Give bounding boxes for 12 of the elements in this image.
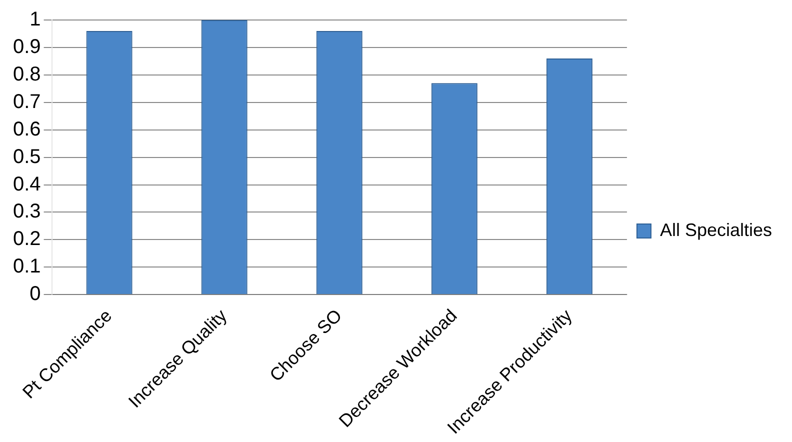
legend-label: All Specialties bbox=[660, 220, 772, 240]
y-tick-label: 0.3 bbox=[12, 200, 41, 223]
y-tick-label: 0.8 bbox=[12, 63, 41, 86]
y-tick-label: 0.1 bbox=[12, 256, 41, 278]
y-tick-label: 0.9 bbox=[12, 36, 41, 58]
y-tick-label: 0.2 bbox=[12, 228, 41, 250]
y-tick-label: 0.4 bbox=[12, 173, 41, 196]
y-tick-label: 0.5 bbox=[12, 146, 41, 168]
y-tick-label: 0.6 bbox=[12, 118, 41, 140]
y-tick-label: 1 bbox=[30, 8, 41, 31]
y-tick-label: 0 bbox=[30, 283, 41, 306]
y-tick-label: 0.7 bbox=[12, 90, 41, 113]
